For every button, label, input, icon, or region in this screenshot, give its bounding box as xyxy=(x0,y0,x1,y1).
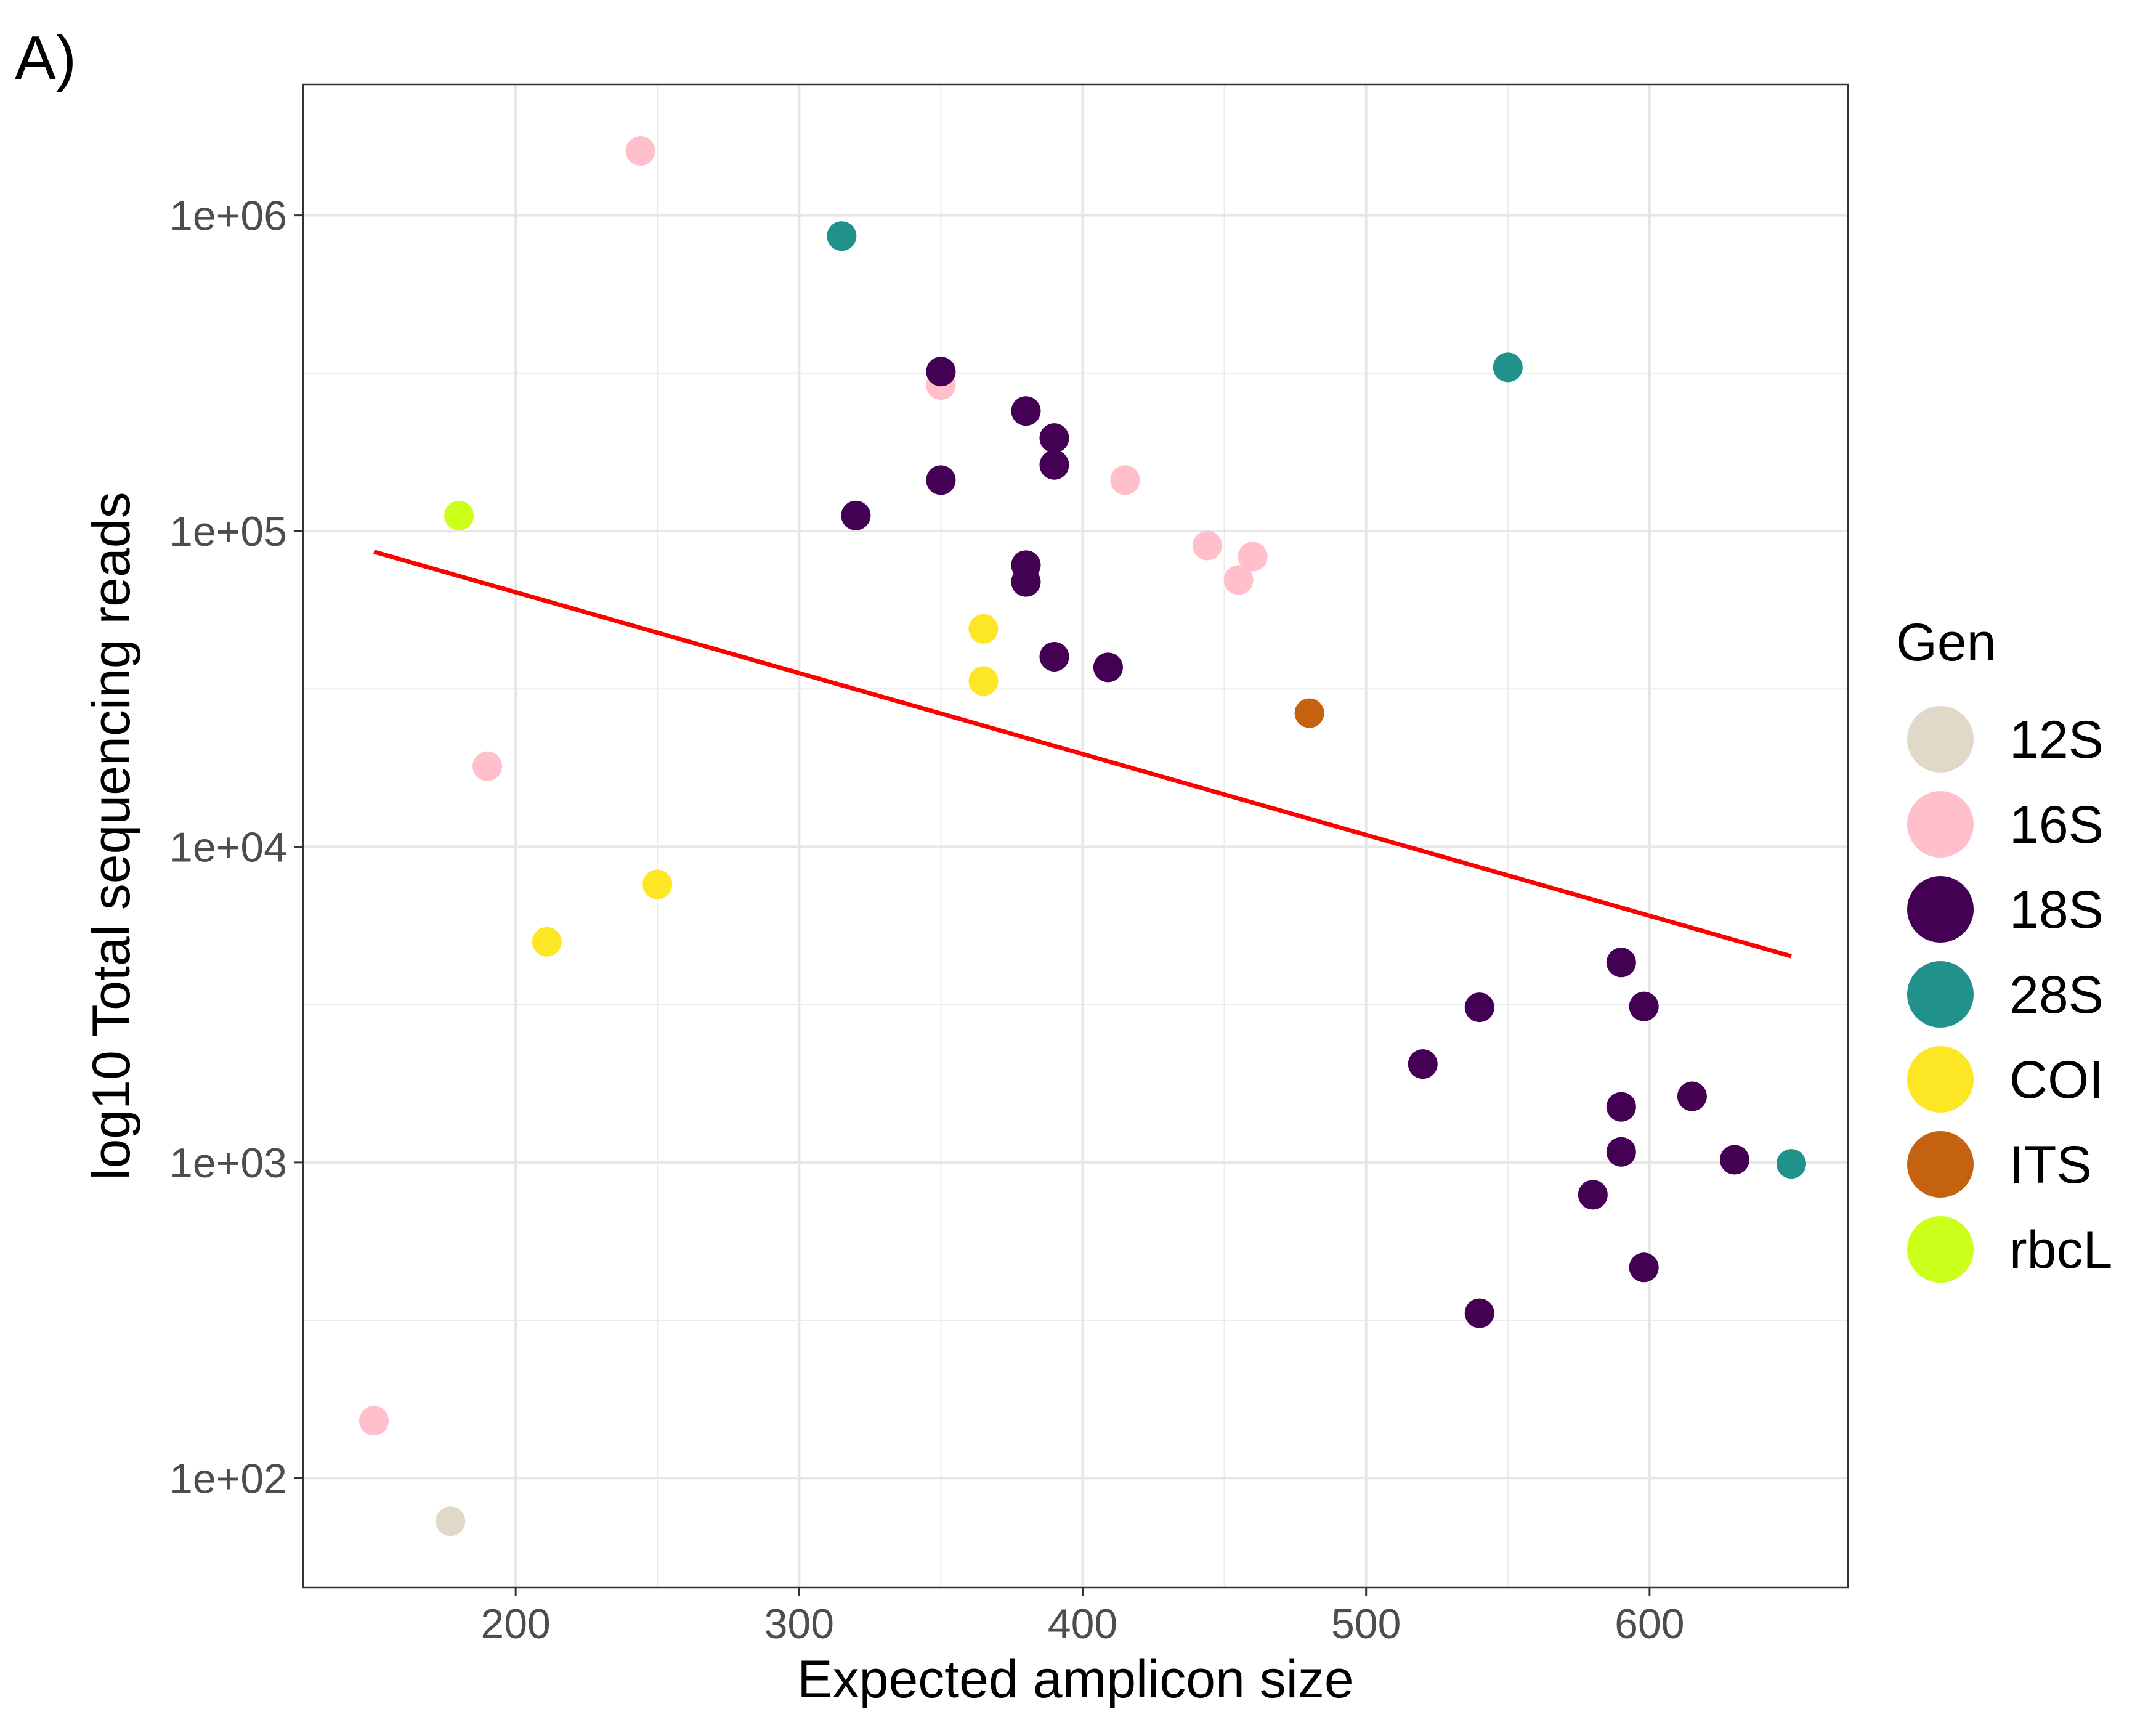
legend-label: 12S xyxy=(2009,710,2104,769)
data-point xyxy=(1039,450,1069,480)
y-tick-label: 1e+03 xyxy=(169,1140,287,1187)
y-axis-title: log10 Total sequencing reads xyxy=(82,492,141,1180)
legend-key-its xyxy=(1907,1131,1974,1198)
series-18s xyxy=(841,357,1749,1328)
data-point xyxy=(1093,652,1123,683)
data-point xyxy=(1629,991,1659,1021)
data-point xyxy=(1011,396,1041,426)
data-point xyxy=(1464,1298,1494,1328)
data-point xyxy=(1606,948,1636,978)
grid-layer xyxy=(303,84,1848,1588)
data-point xyxy=(1011,567,1041,597)
data-point xyxy=(532,927,562,957)
legend-key-28s xyxy=(1907,961,1974,1028)
data-point xyxy=(926,465,956,495)
x-tick-label: 300 xyxy=(764,1601,834,1647)
legend-label: 16S xyxy=(2009,795,2104,854)
data-point xyxy=(1606,1137,1636,1167)
data-point xyxy=(968,666,999,696)
series-12s xyxy=(436,1506,466,1536)
data-point xyxy=(1294,698,1324,728)
data-point xyxy=(436,1506,466,1536)
series-rbcl xyxy=(444,500,474,530)
data-point xyxy=(472,751,503,781)
data-point xyxy=(1493,352,1523,383)
x-tick-label: 600 xyxy=(1615,1601,1684,1647)
data-point xyxy=(642,869,673,899)
data-point xyxy=(1677,1081,1707,1111)
legend-label: 18S xyxy=(2009,880,2104,940)
data-point xyxy=(926,357,956,387)
series-coi xyxy=(532,614,999,957)
trend-layer xyxy=(373,550,1792,959)
data-point xyxy=(827,221,857,251)
data-point xyxy=(1578,1180,1608,1210)
data-point xyxy=(1039,641,1069,672)
x-tick-label: 500 xyxy=(1331,1601,1401,1647)
data-point xyxy=(444,500,474,530)
data-point xyxy=(1719,1145,1749,1175)
legend-key-rbcl xyxy=(1907,1216,1974,1283)
legend-label: rbcL xyxy=(2009,1220,2112,1280)
y-tick-label: 1e+05 xyxy=(169,508,287,555)
y-tick-label: 1e+04 xyxy=(169,824,287,871)
series-its xyxy=(1294,698,1324,728)
data-point xyxy=(1238,542,1268,572)
data-point xyxy=(1464,992,1494,1023)
y-axis: 1e+02 1e+03 1e+04 1e+05 1e+06 xyxy=(169,193,303,1502)
series-28s xyxy=(827,221,1806,1179)
legend-title: Gen xyxy=(1896,613,1996,672)
data-point xyxy=(359,1406,389,1436)
legend-key-coi xyxy=(1907,1046,1974,1113)
data-point xyxy=(1629,1252,1659,1283)
legend-key-16s xyxy=(1907,791,1974,858)
x-axis-title: Expected amplicon size xyxy=(797,1650,1353,1709)
data-point xyxy=(1192,530,1222,561)
data-point xyxy=(841,500,871,530)
panel-label: A) xyxy=(15,23,76,92)
y-tick-label: 1e+06 xyxy=(169,193,287,240)
data-point xyxy=(1110,465,1140,495)
y-tick-label: 1e+02 xyxy=(169,1455,287,1502)
points-layer xyxy=(359,136,1806,1536)
data-point xyxy=(625,136,655,166)
data-point xyxy=(1776,1149,1806,1179)
legend-label: COI xyxy=(2009,1050,2104,1110)
legend-key-12s xyxy=(1907,706,1974,773)
legend-label: 28S xyxy=(2009,965,2104,1025)
legend-label: ITS xyxy=(2009,1135,2092,1195)
legend: Gen 12S 16S 18S 28S COI ITS rbcL xyxy=(1896,613,2112,1283)
plot-panel xyxy=(303,84,1848,1588)
x-axis: 200 300 400 500 600 xyxy=(480,1588,1685,1647)
legend-key-18s xyxy=(1907,876,1974,943)
trend-line xyxy=(373,550,1792,959)
data-point xyxy=(1408,1049,1438,1079)
data-point xyxy=(968,614,999,644)
plot-border xyxy=(302,83,1849,1589)
data-point xyxy=(1223,565,1254,595)
x-tick-label: 200 xyxy=(480,1601,550,1647)
data-point xyxy=(1039,423,1069,453)
data-point xyxy=(1606,1092,1636,1122)
x-tick-label: 400 xyxy=(1048,1601,1117,1647)
